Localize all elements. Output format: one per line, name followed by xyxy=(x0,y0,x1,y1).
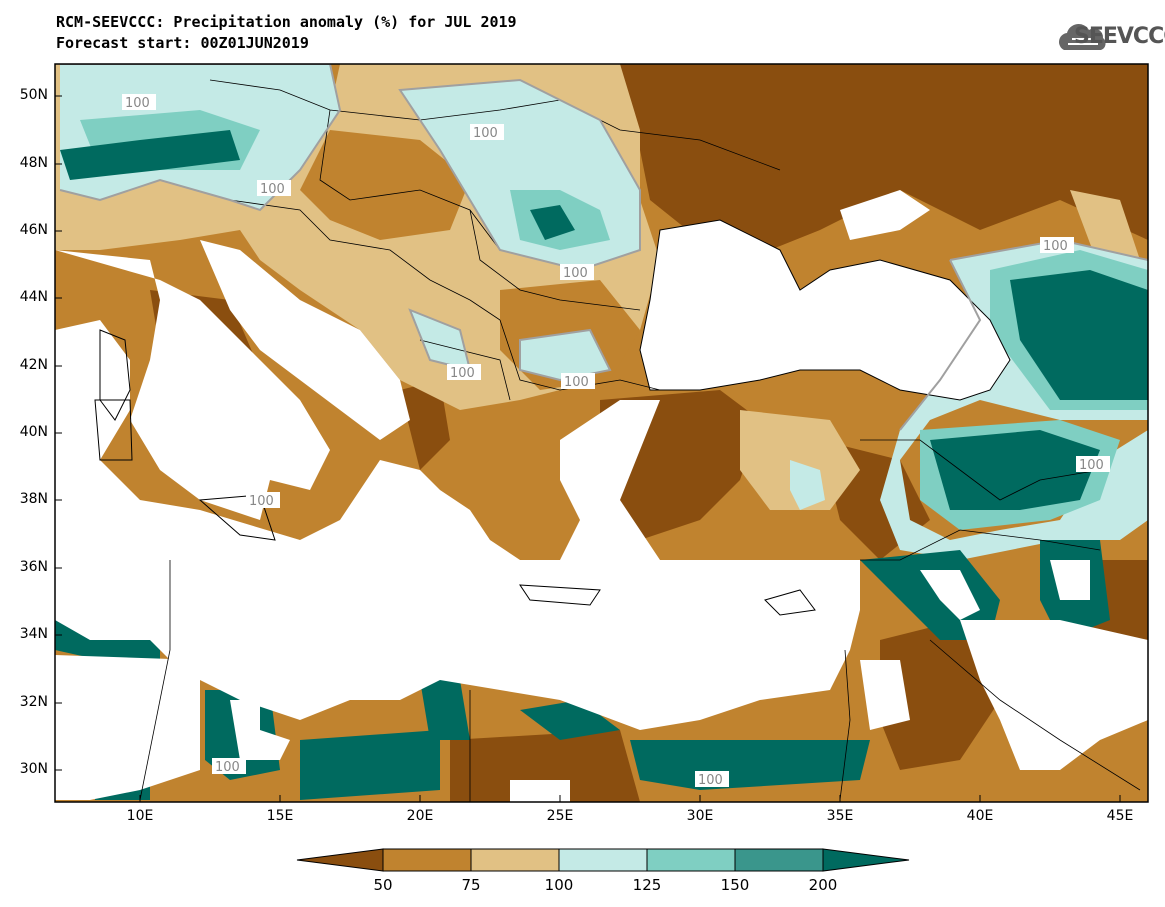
lon-label: 45E xyxy=(1106,808,1134,824)
contour-label: 100 xyxy=(1043,239,1068,254)
colorbar-swatch-5 xyxy=(646,848,736,872)
country-borders xyxy=(139,79,1141,802)
contour-label: 100 xyxy=(260,182,285,197)
contour-labels: 100 100 100 100 100 100 100 100 100 100 … xyxy=(122,94,1110,788)
contour-label: 100 xyxy=(450,366,475,381)
lon-label: 20E xyxy=(406,808,434,824)
colorbar-label: 100 xyxy=(544,876,574,894)
contour-label: 100 xyxy=(1079,458,1104,473)
colorbar-swatch-6 xyxy=(734,848,824,872)
map-title: RCM-SEEVCCC: Precipitation anomaly (%) f… xyxy=(56,13,517,31)
contour-label: 100 xyxy=(473,126,498,141)
lat-label: 38N xyxy=(19,491,48,507)
contour-label: 100 xyxy=(125,96,150,111)
contour-label: 100 xyxy=(249,494,274,509)
colorbar-swatch-2 xyxy=(382,848,472,872)
lat-label: 48N xyxy=(19,155,48,171)
lat-label: 42N xyxy=(19,357,48,373)
lon-label: 15E xyxy=(266,808,294,824)
coastlines xyxy=(94,219,1011,616)
lat-label: 32N xyxy=(19,694,48,710)
lat-label: 34N xyxy=(19,626,48,642)
lat-label: 44N xyxy=(19,289,48,305)
lon-label: 10E xyxy=(126,808,154,824)
colorbar xyxy=(296,848,910,872)
colorbar-swatch-3 xyxy=(470,848,560,872)
lat-label: 30N xyxy=(19,761,48,777)
lon-label: 35E xyxy=(826,808,854,824)
colorbar-label: 75 xyxy=(461,876,481,894)
lat-label: 46N xyxy=(19,222,48,238)
colorbar-swatch-7 xyxy=(822,848,910,872)
contour-label: 100 xyxy=(563,266,588,281)
colorbar-label: 50 xyxy=(373,876,393,894)
contour-label: 100 xyxy=(564,375,589,390)
lat-label: 50N xyxy=(19,87,48,103)
lat-label: 40N xyxy=(19,424,48,440)
colorbar-swatch-1 xyxy=(296,848,384,872)
colorbar-label: 125 xyxy=(632,876,662,894)
seevccc-logo: SEEVCCC xyxy=(1074,24,1165,49)
contour-label: 100 xyxy=(215,760,240,775)
contour-label: 100 xyxy=(698,773,723,788)
lon-label: 25E xyxy=(546,808,574,824)
lon-label: 40E xyxy=(966,808,994,824)
colorbar-label: 200 xyxy=(808,876,838,894)
lon-label: 30E xyxy=(686,808,714,824)
colorbar-swatch-4 xyxy=(558,848,648,872)
cloud-icon xyxy=(1059,24,1106,50)
lat-label: 36N xyxy=(19,559,48,575)
axis-ticks xyxy=(55,95,1121,802)
no-data-regions xyxy=(55,560,1148,802)
forecast-start: Forecast start: 00Z01JUN2019 xyxy=(56,34,309,52)
colorbar-label: 150 xyxy=(720,876,750,894)
sea-areas xyxy=(55,190,1010,730)
